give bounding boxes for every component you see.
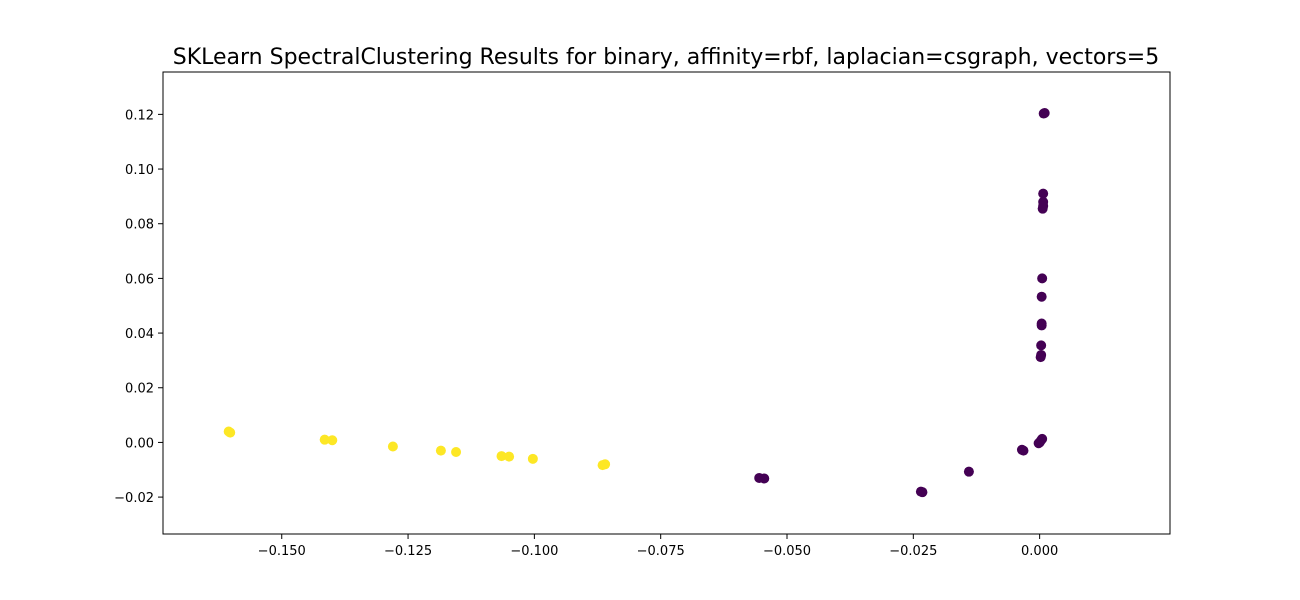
cluster-1-point [327,435,338,446]
cluster-1-point [600,459,611,470]
x-tick-label: 0.000 [1021,544,1058,559]
cluster-0-point [754,472,765,483]
x-tick-label: −0.050 [763,544,811,559]
plot-frame [162,71,1171,535]
x-tick-label: −0.100 [510,544,558,559]
x-tick-label: −0.075 [637,544,685,559]
y-tick-label: 0.04 [125,327,154,342]
cluster-1-point [319,434,330,445]
cluster-0-point [1037,203,1048,214]
cluster-1-point [504,451,515,462]
y-tick-label: 0.06 [125,272,154,287]
cluster-0-point [1018,445,1029,456]
x-tick-label: −0.125 [384,544,432,559]
cluster-0-point [1033,438,1044,449]
chart-title: SKLearn SpectralClustering Results for b… [173,45,1160,70]
y-tick-label: 0.10 [125,163,154,178]
y-tick-label: 0.02 [125,382,154,397]
y-tick-label: −0.02 [114,491,154,506]
cluster-0-point [1038,108,1049,119]
cluster-0-point [963,466,974,477]
cluster-0-point [917,487,928,498]
cluster-1-point [496,451,507,462]
y-tick-label: 0.12 [125,108,154,123]
x-tick-label: −0.025 [889,544,937,559]
data-points [223,108,1050,498]
cluster-0-point [1038,188,1049,199]
cluster-0-point [1036,340,1047,351]
cluster-0-point [1037,273,1048,284]
cluster-0-point [1036,291,1047,302]
cluster-1-point [527,453,538,464]
cluster-1-point [387,441,398,452]
x-axis-ticks: −0.150 −0.125 −0.100 −0.075 −0.050 −0.025 0.00… [258,534,1058,559]
cluster-0-point [1036,320,1047,331]
x-tick-label: −0.150 [258,544,306,559]
cluster-1-point [451,446,462,457]
cluster-1-point [435,445,446,456]
cluster-1-point [225,427,236,438]
cluster-0-point [1035,352,1046,363]
y-tick-label: 0.00 [125,436,154,451]
y-axis-ticks: −0.02 0.00 0.02 0.04 0.06 0.08 0.10 0.12 [114,108,163,506]
y-tick-label: 0.08 [125,218,154,233]
